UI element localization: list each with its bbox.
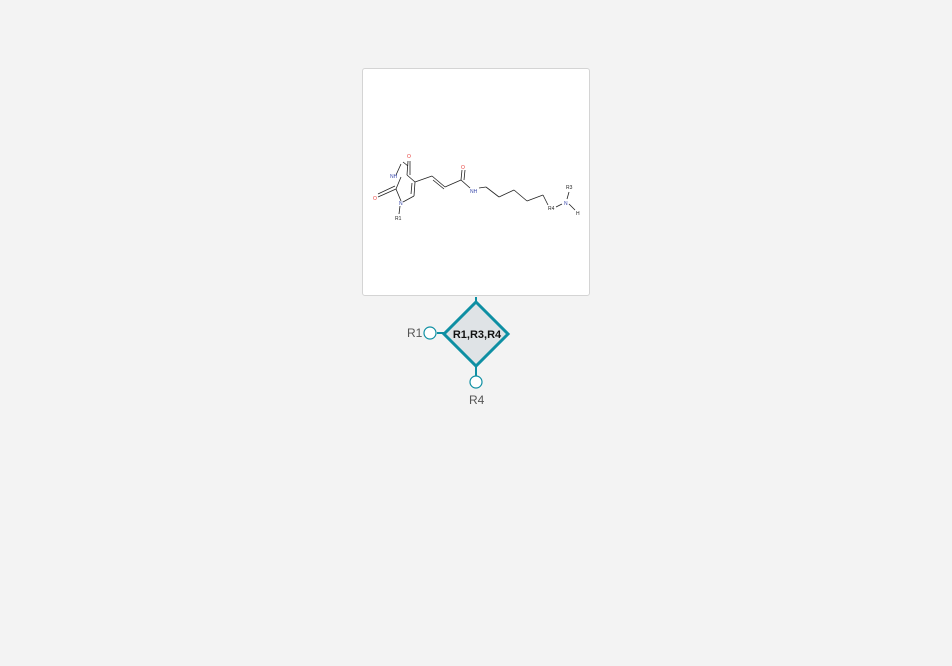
bond bbox=[478, 186, 487, 189]
atom-label: NH bbox=[390, 174, 398, 180]
bond bbox=[377, 188, 397, 198]
bond bbox=[444, 179, 462, 188]
r4-attachment-point[interactable] bbox=[469, 375, 483, 389]
atom-label: R3 bbox=[566, 185, 573, 191]
bond bbox=[555, 203, 563, 208]
bond bbox=[402, 195, 415, 203]
bond bbox=[395, 176, 402, 190]
molecule-structure-card[interactable]: O NH O N R1 O NH R4 N R3 H bbox=[362, 68, 590, 296]
bond bbox=[432, 179, 445, 190]
bond bbox=[402, 161, 409, 167]
bond bbox=[395, 163, 402, 176]
bond bbox=[566, 191, 570, 200]
atom-label: N bbox=[399, 201, 403, 207]
bond bbox=[513, 189, 528, 202]
bond bbox=[406, 174, 416, 183]
atom-label: O bbox=[461, 165, 465, 171]
atom-label: O bbox=[407, 154, 411, 160]
bond bbox=[414, 175, 433, 183]
bond bbox=[460, 169, 463, 181]
atom-label: H bbox=[576, 211, 580, 217]
bond bbox=[398, 205, 401, 215]
bond bbox=[406, 160, 409, 176]
attachment-label-r4: R4 bbox=[469, 393, 485, 407]
atom-label: R1 bbox=[395, 216, 402, 222]
bond bbox=[498, 189, 515, 198]
bond bbox=[460, 179, 471, 189]
atom-label: O bbox=[373, 196, 377, 202]
attachment-label-r1: R1 bbox=[407, 326, 423, 340]
monomer-node-label: R1,R3,R4 bbox=[453, 329, 502, 341]
bond bbox=[542, 194, 549, 206]
bond bbox=[431, 175, 446, 188]
monomer-node-diamond[interactable] bbox=[441, 299, 511, 369]
bond bbox=[485, 186, 500, 198]
bond bbox=[377, 185, 396, 195]
bond bbox=[413, 181, 416, 197]
bond bbox=[463, 169, 466, 181]
molecule-structure-drawing: O NH O N R1 O NH R4 N R3 H bbox=[373, 154, 580, 222]
atom-label: NH bbox=[470, 189, 478, 195]
atom-label: N bbox=[564, 201, 568, 207]
bond bbox=[568, 203, 576, 211]
r1-attachment-point[interactable] bbox=[423, 326, 437, 340]
bond bbox=[395, 188, 402, 202]
atom-label: R4 bbox=[548, 206, 555, 212]
bond bbox=[410, 182, 413, 195]
bond bbox=[526, 194, 544, 202]
